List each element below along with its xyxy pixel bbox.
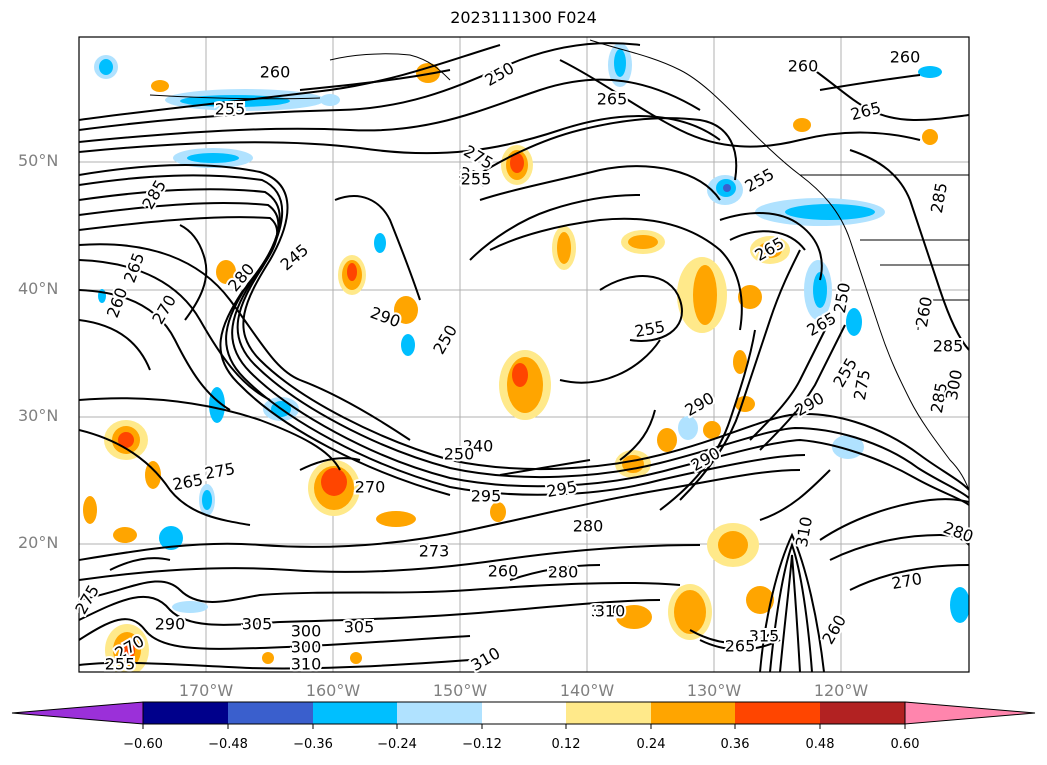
lon-label-130w: 130°W — [686, 681, 742, 700]
lat-label-40n: 40°N — [18, 279, 59, 298]
colorbar-segment — [820, 702, 905, 724]
colorbar-segment — [143, 702, 228, 724]
contour-label: 255 — [461, 170, 492, 189]
contour-label: 310 — [595, 602, 626, 621]
positive-anomaly-shading — [83, 63, 938, 672]
lon-label-140w: 140°W — [559, 681, 615, 700]
contour-label: 290 — [155, 615, 186, 634]
colorbar-tick-label: −0.36 — [293, 737, 333, 752]
lat-label-30n: 30°N — [18, 406, 59, 425]
contour-label: 273 — [419, 542, 450, 561]
colorbar-segment — [482, 702, 566, 724]
map-title: 2023111300 F024 — [450, 8, 597, 27]
lat-label-20n: 20°N — [18, 533, 59, 552]
contour-label: 260 — [260, 63, 291, 82]
colorbar — [11, 701, 1036, 729]
contour-label: 240 — [463, 437, 494, 456]
colorbar-tick-label: −0.60 — [123, 737, 163, 752]
colorbar-segment — [651, 702, 735, 724]
contour-label: 255 — [215, 100, 246, 119]
contour-label: 260 — [890, 48, 921, 67]
colorbar-ticks — [142, 724, 906, 729]
contour-label: 300 — [291, 638, 322, 657]
colorbar-tick-label: 0.36 — [720, 737, 750, 752]
contour-label: 265 — [725, 637, 756, 656]
contour-label: 260 — [788, 57, 819, 76]
contour-label: 285 — [933, 337, 964, 356]
contour-label: 280 — [548, 563, 579, 582]
contour-label: 270 — [355, 478, 386, 497]
colorbar-extend-low — [11, 701, 144, 725]
contour-label: 300 — [591, 602, 622, 621]
colorbar-tick-label: 0.60 — [890, 737, 920, 752]
colorbar-segment — [228, 702, 313, 724]
contour-label: 315 — [749, 627, 780, 646]
coastline — [149, 39, 969, 491]
contour-label: 250 — [444, 445, 475, 464]
colorbar-segment — [397, 702, 482, 724]
lat-label-50n: 50°N — [18, 151, 59, 170]
colorbar-tick-label: −0.12 — [462, 737, 502, 752]
colorbar-extend-high — [904, 701, 1036, 725]
contour-label: 280 — [573, 517, 604, 536]
contour-label: 255 — [105, 655, 136, 674]
colorbar-tick-label: 0.24 — [636, 737, 666, 752]
colorbar-outline — [142, 701, 906, 725]
colorbar-tick-label: −0.48 — [208, 737, 248, 752]
lon-label-160w: 160°W — [305, 681, 361, 700]
contour-label: 295 — [471, 487, 502, 506]
colorbar-tick-label: −0.24 — [377, 737, 417, 752]
colorbar-segment — [313, 702, 397, 724]
colorbar-segment — [566, 702, 651, 724]
contour-label: 260 — [488, 562, 519, 581]
lon-label-170w: 170°W — [178, 681, 234, 700]
contour-label: 285 — [927, 381, 951, 414]
colorbar-tick-label: 0.12 — [551, 737, 581, 752]
contour-label: 310 — [291, 655, 322, 674]
lon-label-120w: 120°W — [813, 681, 869, 700]
map-frame — [78, 36, 970, 673]
contour-label: 305 — [242, 615, 273, 634]
contour-label: 305 — [344, 618, 375, 637]
colorbar-segment — [735, 702, 820, 724]
lon-label-150w: 150°W — [432, 681, 488, 700]
colorbar-tick-label: 0.48 — [805, 737, 835, 752]
contour-label: 300 — [291, 622, 322, 641]
contour-label: 265 — [597, 90, 628, 109]
